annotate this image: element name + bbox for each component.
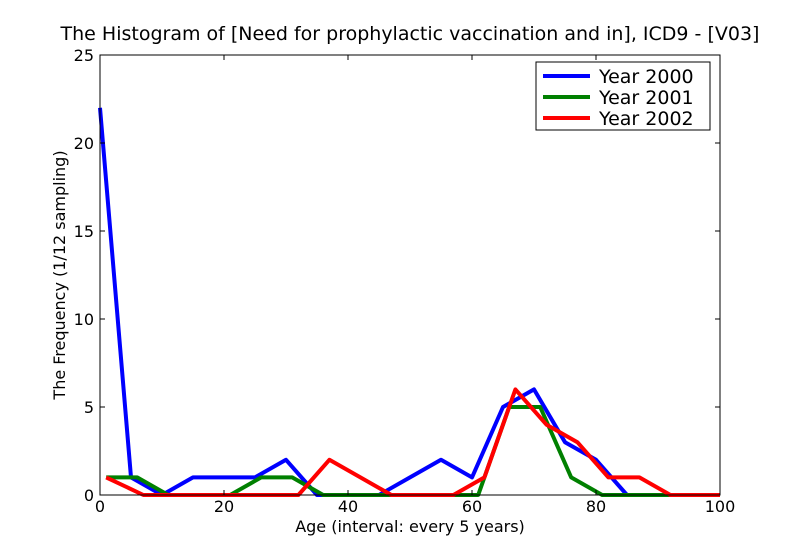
- legend-label-3: Year 2002: [598, 108, 694, 130]
- y-axis-label: The Frequency (1/12 sampling): [50, 150, 69, 400]
- x-axis-label: Age (interval: every 5 years): [295, 517, 525, 536]
- x-tick-label: 60: [462, 497, 482, 516]
- x-axis: 0 20 40 60 80 100: [95, 55, 735, 516]
- x-tick-label: 80: [586, 497, 606, 516]
- y-tick-label: 10: [74, 310, 94, 329]
- series-line-1: [98, 107, 720, 497]
- y-tick-label: 0: [84, 486, 94, 505]
- legend-label-1: Year 2000: [598, 66, 694, 88]
- x-tick-label: 100: [705, 497, 736, 516]
- x-tick-label: 0: [95, 497, 105, 516]
- y-tick-label: 20: [74, 134, 94, 153]
- y-axis: 0 5 10 15 20 25: [74, 46, 720, 505]
- plot-area-frame: [99, 54, 721, 496]
- y-tick-label: 5: [84, 398, 94, 417]
- x-tick-label: 40: [338, 497, 358, 516]
- chart-title: The Histogram of [Need for prophylactic …: [60, 23, 760, 45]
- y-tick-label: 15: [74, 222, 94, 241]
- x-tick-label: 20: [214, 497, 234, 516]
- y-tick-label: 25: [74, 46, 94, 65]
- legend-label-2: Year 2001: [598, 87, 694, 109]
